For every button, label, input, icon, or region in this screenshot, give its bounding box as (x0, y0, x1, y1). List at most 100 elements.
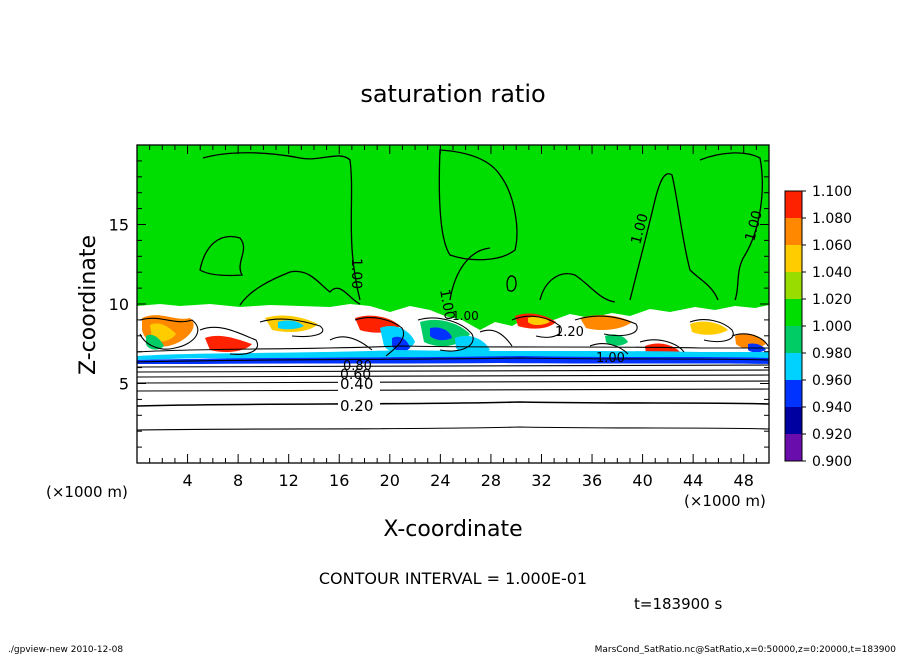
contour-label: 1.00 (348, 258, 364, 289)
contour-line (449, 247, 491, 301)
colorbar-label: 1.060 (812, 238, 852, 254)
patch-blue-base (137, 356, 769, 364)
contour-line (511, 315, 562, 338)
colorbar-swatch (785, 407, 802, 434)
colorbar-label: 0.980 (812, 346, 852, 362)
lower-contours (137, 364, 769, 431)
colorbar-label: 0.900 (812, 454, 852, 470)
contour-label: 0.20 (340, 397, 373, 415)
contour-line (137, 401, 769, 407)
contour-line (589, 343, 629, 355)
colorbar-label: 1.100 (812, 184, 852, 200)
x-tick-label: 4 (182, 471, 192, 490)
footer-right: MarsCond_SatRatio.nc@SatRatio,x=0:50000,… (595, 645, 897, 654)
contour-line (539, 273, 616, 303)
colorbar: 0.900 0.920 0.940 0.960 0.980 1.000 1.020 1.040… (784, 184, 852, 470)
contour-line (137, 369, 769, 373)
y-tick-label: 5 (119, 375, 129, 394)
patch-yellow-1 (150, 323, 176, 342)
contour-line (354, 317, 404, 357)
x-axis: 4 8 12 16 20 24 28 32 36 40 44 48 (149, 145, 757, 490)
y-tick-label: 15 (109, 216, 129, 235)
contour-label: 0.60 (340, 367, 371, 383)
colorbar-swatch (785, 272, 802, 299)
colorbar-swatch (785, 191, 802, 218)
colorbar-label: 0.960 (812, 373, 852, 389)
x-tick-label: 8 (233, 471, 243, 490)
x-tick-label: 48 (734, 471, 754, 490)
upper-contours (199, 149, 763, 306)
patch-green-6 (605, 334, 628, 346)
x-unit-label: (×1000 m) (684, 492, 766, 510)
contour-line (506, 275, 517, 292)
time-text: t=183900 s (634, 595, 722, 613)
contour-label: 1.00 (742, 209, 766, 243)
y-tick-label: 10 (109, 295, 129, 314)
z-unit-label: (×1000 m) (46, 483, 128, 501)
contour-line (479, 329, 513, 347)
contour-line (137, 374, 769, 378)
patch-orange-8 (690, 321, 728, 335)
colorbar-label: 1.040 (812, 265, 852, 281)
colorbar-swatch (785, 353, 802, 380)
contour-line (137, 388, 769, 392)
x-tick-label: 24 (430, 471, 450, 490)
contour-label: 1.20 (555, 325, 584, 340)
colorbar-label: 1.000 (812, 319, 852, 335)
contour-line (417, 317, 474, 352)
contour-line (731, 333, 769, 347)
colorbar-label: 1.080 (812, 211, 852, 227)
contour-labels: 0.20 0.40 0.60 0.80 1.00 1.00 1.00 1.00 … (338, 209, 766, 415)
x-axis-label: X-coordinate (383, 517, 522, 542)
contour-line (137, 426, 769, 431)
colorbar-swatch (785, 218, 802, 245)
contour-line (202, 152, 361, 301)
contour-line (259, 318, 324, 338)
contour-label: 1.00 (628, 212, 652, 246)
contour-line (699, 152, 763, 301)
colorbar-swatch (785, 326, 802, 353)
colorbar-label: 0.940 (812, 400, 852, 416)
patch-cyan-2 (278, 320, 304, 330)
contour-line (689, 319, 734, 343)
patch-blue-4 (430, 327, 452, 341)
contour-line (137, 380, 769, 384)
patch-blue-3 (392, 336, 410, 352)
cloud-contours (137, 315, 769, 363)
chart-title: saturation ratio (360, 80, 545, 108)
contour-line (199, 326, 258, 355)
x-tick-label: 28 (481, 471, 501, 490)
x-tick-label: 44 (683, 471, 703, 490)
colorbar-label: 1.020 (812, 292, 852, 308)
patch-green-1 (146, 334, 164, 350)
contour-line (239, 270, 361, 306)
contour-label: 0.80 (343, 359, 372, 374)
x-tick-label: 16 (329, 471, 349, 490)
contour-label: 1.00 (452, 309, 479, 323)
y-axis-label: Z-coordinate (76, 235, 101, 375)
colorbar-label: 0.920 (812, 427, 852, 443)
x-tick-label: 12 (279, 471, 299, 490)
patch-red-2 (205, 335, 252, 352)
contour-line (139, 317, 199, 350)
x-tick-label: 20 (380, 471, 400, 490)
contour-line (137, 345, 769, 353)
colorbar-swatch (785, 245, 802, 272)
saturated-region (137, 145, 769, 330)
contour-line (438, 149, 518, 261)
footer-left: ./gpview-new 2010-12-08 (8, 645, 123, 654)
x-tick-label: 40 (632, 471, 652, 490)
colorbar-swatch (785, 380, 802, 407)
patch-cyan-4 (455, 335, 490, 356)
contour-label: 1.00 (596, 351, 625, 366)
contour-interval-text: CONTOUR INTERVAL = 1.000E-01 (319, 569, 587, 588)
contour-label: 1.00 (436, 288, 457, 321)
plot-area: 0.20 0.40 0.60 0.80 1.00 1.00 1.00 1.00 … (136, 144, 770, 464)
colorbar-swatch (785, 434, 802, 461)
x-tick-label: 32 (531, 471, 551, 490)
x-tick-label: 36 (582, 471, 602, 490)
contour-line (639, 339, 685, 353)
contour-label: 0.40 (340, 375, 373, 393)
contour-line (574, 315, 638, 337)
